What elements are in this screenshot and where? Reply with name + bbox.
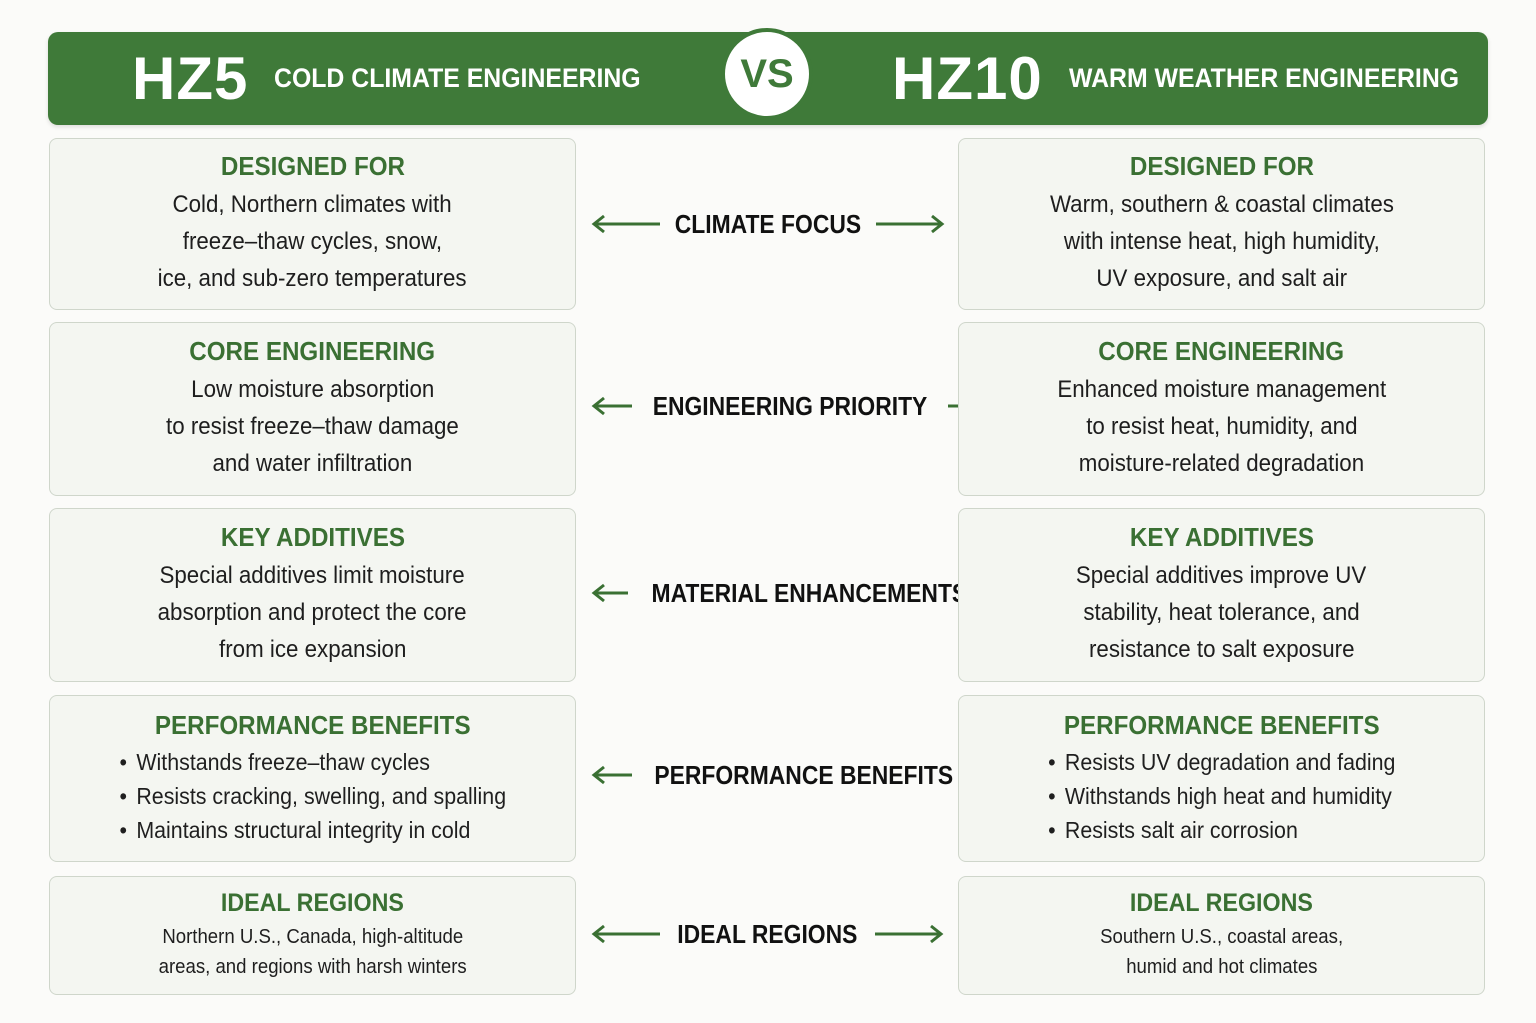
card-title: KEY ADDITIVES <box>220 522 405 552</box>
left-card-performance-benefits: PERFORMANCE BENEFITS Withstands freeze–t… <box>49 695 576 862</box>
center-label: PERFORMANCE BENEFITS <box>654 759 954 790</box>
card-text: absorption and protect the core <box>158 599 467 626</box>
card-text: to resist freeze–thaw damage <box>166 413 459 440</box>
card-text: ice, and sub-zero temperatures <box>158 265 467 292</box>
card-text: resistance to salt exposure <box>1088 636 1355 663</box>
card-title: DESIGNED FOR <box>1129 151 1314 181</box>
card-text: Northern U.S., Canada, high-altitude <box>162 926 463 948</box>
center-label-material-enhancements: MATERIAL ENHANCEMENTS <box>590 573 1028 613</box>
card-title: IDEAL REGIONS <box>220 889 405 917</box>
left-card-core-engineering: CORE ENGINEERING Low moisture absorption… <box>49 322 576 496</box>
card-text: Warm, southern & coastal climates <box>1049 191 1394 218</box>
right-code: HZ10 <box>892 45 1043 112</box>
card-title: PERFORMANCE BENEFITS <box>154 710 471 740</box>
left-code: HZ5 <box>132 45 249 112</box>
vs-badge: VS <box>721 28 813 120</box>
card-text: Southern U.S., coastal areas, <box>1100 926 1343 948</box>
arrow-right-icon <box>874 924 944 944</box>
card-text: Special additives improve UV <box>1076 562 1367 589</box>
card-text: Low moisture absorption <box>190 376 435 403</box>
list-item: Resists salt air corrosion <box>1048 813 1395 847</box>
card-text: Cold, Northern climates with <box>172 191 453 218</box>
left-card-key-additives: KEY ADDITIVES Special additives limit mo… <box>49 508 576 682</box>
center-label-performance-benefits: PERFORMANCE BENEFITS <box>590 755 1016 795</box>
center-label: IDEAL REGIONS <box>677 918 858 949</box>
center-label: CLIMATE FOCUS <box>674 208 862 239</box>
arrow-left-icon <box>591 214 660 234</box>
left-card-ideal-regions: IDEAL REGIONS Northern U.S., Canada, hig… <box>49 876 576 995</box>
center-label-ideal-regions: IDEAL REGIONS <box>590 914 945 954</box>
right-title: WARM WEATHER ENGINEERING <box>1068 63 1459 93</box>
card-text: with intense heat, high humidity, <box>1063 228 1380 255</box>
right-card-ideal-regions: IDEAL REGIONS Southern U.S., coastal are… <box>958 876 1485 995</box>
center-label-climate-focus: CLIMATE FOCUS <box>590 204 945 244</box>
right-heading: HZ10 WARM WEATHER ENGINEERING <box>892 32 1493 125</box>
right-card-core-engineering: CORE ENGINEERING Enhanced moisture manag… <box>958 322 1485 496</box>
right-card-performance-benefits: PERFORMANCE BENEFITS Resists UV degradat… <box>958 695 1485 862</box>
list-item: Resists UV degradation and fading <box>1048 745 1396 779</box>
card-title: CORE ENGINEERING <box>189 336 436 366</box>
left-card-designed-for: DESIGNED FOR Cold, Northern climates wit… <box>49 138 576 310</box>
bullet-list: Withstands freeze–thaw cycles Resists cr… <box>119 745 506 847</box>
list-item: Withstands high heat and humidity <box>1048 779 1395 813</box>
arrow-left-icon <box>591 583 628 603</box>
arrow-left-icon <box>591 765 632 785</box>
left-heading: HZ5 COLD CLIMATE ENGINEERING <box>132 32 673 125</box>
card-title: DESIGNED FOR <box>220 151 405 181</box>
card-title: KEY ADDITIVES <box>1129 522 1314 552</box>
card-text: and water infiltration <box>212 450 413 477</box>
right-card-designed-for: DESIGNED FOR Warm, southern & coastal cl… <box>958 138 1485 310</box>
card-text: moisture-related degradation <box>1078 450 1365 477</box>
list-item: Maintains structural integrity in cold <box>119 813 506 847</box>
card-text: to resist heat, humidity, and <box>1085 413 1358 440</box>
list-item: Resists cracking, swelling, and spalling <box>119 779 506 813</box>
list-item: Withstands freeze–thaw cycles <box>119 745 506 779</box>
right-card-key-additives: KEY ADDITIVES Special additives improve … <box>958 508 1485 682</box>
card-title: CORE ENGINEERING <box>1098 336 1345 366</box>
card-text: from ice expansion <box>218 636 407 663</box>
card-text: Enhanced moisture management <box>1057 376 1386 403</box>
bullet-list: Resists UV degradation and fading Withst… <box>1048 745 1396 847</box>
center-label: ENGINEERING PRIORITY <box>652 390 928 421</box>
card-text: UV exposure, and salt air <box>1096 265 1347 292</box>
card-text: Special additives limit moisture <box>159 562 466 589</box>
center-label-engineering-priority: ENGINEERING PRIORITY <box>590 386 989 426</box>
left-title: COLD CLIMATE ENGINEERING <box>274 63 641 93</box>
card-text: stability, heat tolerance, and <box>1083 599 1360 626</box>
arrow-right-icon <box>875 214 945 234</box>
card-title: IDEAL REGIONS <box>1129 889 1314 917</box>
arrow-left-icon <box>591 924 660 944</box>
center-label: MATERIAL ENHANCEMENTS <box>651 577 968 608</box>
card-text: areas, and regions with harsh winters <box>158 956 467 978</box>
card-text: humid and hot climates <box>1125 956 1318 978</box>
card-text: freeze–thaw cycles, snow, <box>182 228 443 255</box>
arrow-left-icon <box>591 396 632 416</box>
card-title: PERFORMANCE BENEFITS <box>1063 710 1380 740</box>
